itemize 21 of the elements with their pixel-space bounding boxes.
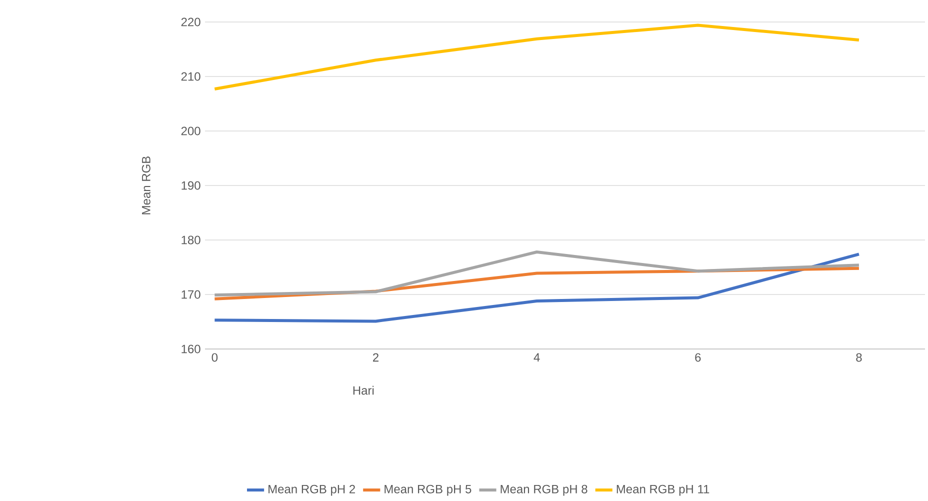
x-tick-label: 0 <box>212 353 218 362</box>
y-axis-title: Mean RGB <box>142 156 150 214</box>
y-tick-label: 160 <box>182 344 200 354</box>
y-tick-label: 190 <box>182 181 200 190</box>
y-tick-label: 220 <box>181 18 200 26</box>
line-series <box>213 250 860 297</box>
x-tick-label: 2 <box>373 353 378 362</box>
y-tick-label: 200 <box>181 126 200 136</box>
legend-label: Mean RGB pH 11 <box>616 484 710 496</box>
x-tick-label: 4 <box>534 353 540 362</box>
x-tick-label: 8 <box>856 353 862 362</box>
y-tick-label: 170 <box>182 290 200 299</box>
legend-label: Mean RGB pH 8 <box>500 484 588 496</box>
y-tick-label: 180 <box>182 236 200 244</box>
legend-label: Mean RGB pH 5 <box>384 484 472 496</box>
x-axis-title: Hari <box>353 386 374 395</box>
line-series <box>213 24 860 91</box>
y-tick-label: 210 <box>181 72 200 81</box>
line-series <box>213 252 860 323</box>
legend-label: Mean RGB pH 2 <box>268 484 355 496</box>
x-tick-label: 6 <box>695 353 701 362</box>
